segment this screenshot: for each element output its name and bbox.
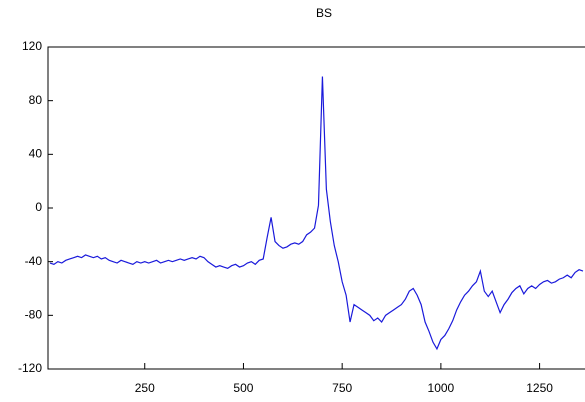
y-tick-label: 0: [35, 200, 42, 214]
x-tick-label: 750: [332, 381, 352, 395]
y-tick-label: -80: [25, 308, 43, 322]
plot-frame: [47, 46, 585, 370]
x-tick-label: 500: [233, 381, 253, 395]
x-tick-label: 1000: [428, 381, 455, 395]
x-tick-label: 1250: [526, 381, 553, 395]
data-line: [49, 76, 584, 351]
y-tick-label: -120: [18, 361, 42, 375]
y-tick-label: 120: [22, 39, 42, 53]
y-tick-label: 40: [29, 147, 43, 161]
y-tick-label: -40: [25, 254, 43, 268]
chart-title: BS: [316, 6, 332, 20]
x-tick-label: 250: [135, 381, 155, 395]
y-tick-label: 80: [29, 93, 43, 107]
